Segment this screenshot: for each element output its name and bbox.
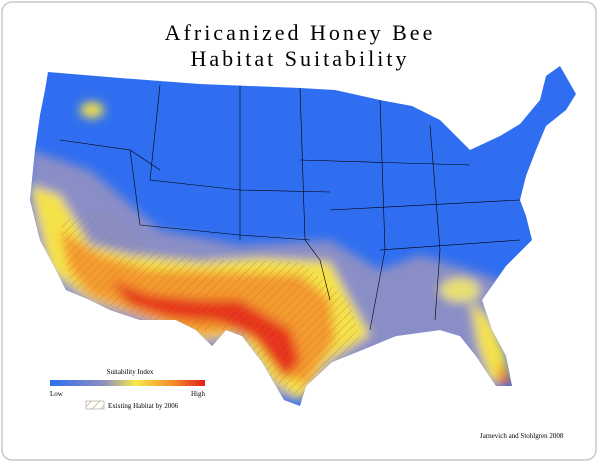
title-line: Africanized Honey Bee	[165, 20, 436, 45]
legend-title: Suitability Index	[107, 368, 154, 376]
title-line: Habitat Suitability	[191, 46, 410, 71]
legend: Suitability Index Low High Existing Habi…	[50, 368, 206, 410]
legend-hatch-label: Existing Habitat by 2006	[108, 402, 179, 410]
credit: Jarnevich and Stohlgren 2008	[480, 432, 564, 440]
legend-hatch-swatch	[85, 400, 105, 410]
legend-high: High	[191, 390, 206, 398]
legend-gradient	[50, 380, 205, 386]
legend-low: Low	[50, 390, 64, 398]
